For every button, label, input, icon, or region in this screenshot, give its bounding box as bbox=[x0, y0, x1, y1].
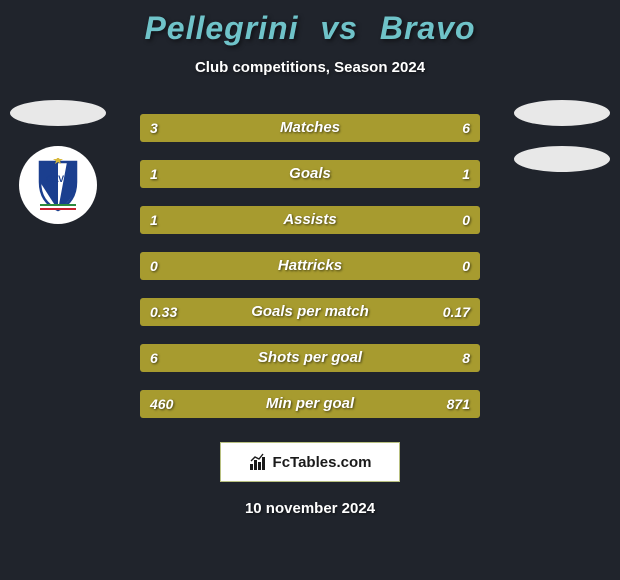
stat-label: Goals bbox=[140, 160, 480, 188]
subtitle: Club competitions, Season 2024 bbox=[0, 59, 620, 76]
player1-avatar-placeholder bbox=[10, 100, 106, 126]
player1-club-badge: CAVS bbox=[19, 146, 97, 224]
stat-label: Assists bbox=[140, 206, 480, 234]
chart-icon bbox=[249, 453, 269, 471]
stat-row: Assists1 0 bbox=[140, 206, 480, 234]
stat-value-left: 3 bbox=[150, 114, 158, 142]
stat-label: Hattricks bbox=[140, 252, 480, 280]
stat-row: Matches3 6 bbox=[140, 114, 480, 142]
stat-value-left: 1 bbox=[150, 160, 158, 188]
stat-label: Matches bbox=[140, 114, 480, 142]
stat-label: Goals per match bbox=[140, 298, 480, 326]
vs-text: vs bbox=[320, 10, 358, 46]
infographic-container: Pellegrini vs Bravo Club competitions, S… bbox=[0, 0, 620, 580]
stat-value-right: 6 bbox=[462, 114, 470, 142]
stat-value-left: 460 bbox=[150, 390, 173, 418]
stat-row: Goals per match0.33 0.17 bbox=[140, 298, 480, 326]
stat-value-right: 871 bbox=[447, 390, 470, 418]
player2-club-placeholder bbox=[514, 146, 610, 172]
stat-row: Goals1 1 bbox=[140, 160, 480, 188]
stat-value-right: 0 bbox=[462, 206, 470, 234]
stat-value-right: 8 bbox=[462, 344, 470, 372]
stat-value-left: 0.33 bbox=[150, 298, 177, 326]
stat-row: Shots per goal6 8 bbox=[140, 344, 480, 372]
velez-shield-icon: CAVS bbox=[36, 158, 80, 212]
source-logo-text: FcTables.com bbox=[273, 454, 372, 471]
stat-label: Min per goal bbox=[140, 390, 480, 418]
comparison-title: Pellegrini vs Bravo bbox=[0, 10, 620, 47]
stat-value-left: 1 bbox=[150, 206, 158, 234]
player2-name: Bravo bbox=[380, 10, 476, 46]
header: Pellegrini vs Bravo Club competitions, S… bbox=[0, 10, 620, 76]
stat-row: Hattricks0 0 bbox=[140, 252, 480, 280]
stat-bars: Matches36Goals11Assists10Hattricks00Goal… bbox=[140, 114, 480, 418]
stat-label: Shots per goal bbox=[140, 344, 480, 372]
stat-value-right: 0.17 bbox=[443, 298, 470, 326]
date-text: 10 november 2024 bbox=[0, 500, 620, 517]
stat-value-left: 6 bbox=[150, 344, 158, 372]
stat-value-left: 0 bbox=[150, 252, 158, 280]
stat-value-right: 1 bbox=[462, 160, 470, 188]
player1-name: Pellegrini bbox=[144, 10, 298, 46]
source-logo: FcTables.com bbox=[220, 442, 400, 482]
stat-row: Min per goal460 871 bbox=[140, 390, 480, 418]
stat-value-right: 0 bbox=[462, 252, 470, 280]
player2-avatar-placeholder bbox=[514, 100, 610, 126]
left-column: CAVS bbox=[8, 100, 108, 224]
svg-text:CAVS: CAVS bbox=[46, 174, 70, 184]
right-column bbox=[512, 100, 612, 172]
stats-area: CAVS Matches36Goals11Assists10Hattricks0… bbox=[0, 114, 620, 418]
